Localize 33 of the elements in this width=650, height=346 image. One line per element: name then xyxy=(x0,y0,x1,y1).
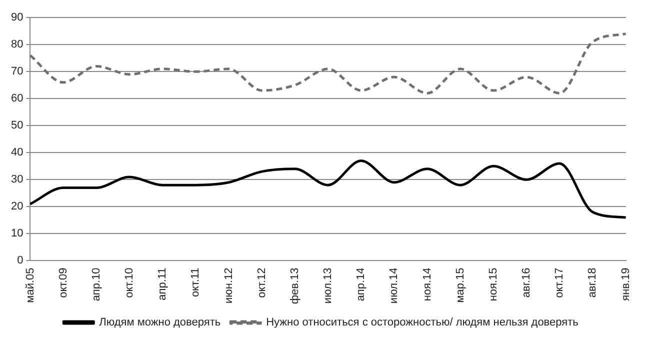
legend-label: Людям можно доверять xyxy=(99,316,221,329)
x-tick-label: окт.11 xyxy=(190,268,202,298)
x-tick-label: июл.13 xyxy=(322,268,334,304)
y-tick-label: 30 xyxy=(10,174,24,186)
y-tick-label: 10 xyxy=(10,228,24,240)
x-tick-label: июн.12 xyxy=(222,268,235,304)
y-tick-label: 0 xyxy=(17,254,24,267)
x-tick-label: апр.10 xyxy=(90,268,102,302)
x-tick-label: авг.16 xyxy=(520,268,533,298)
x-tick-label: июл.14 xyxy=(388,268,400,304)
x-tick-label: окт.09 xyxy=(57,268,70,298)
y-tick-label: 40 xyxy=(10,146,24,159)
x-tick-label: фев.13 xyxy=(288,268,301,304)
x-tick-label: окт.10 xyxy=(124,268,136,298)
x-tick-label: ноя.14 xyxy=(421,268,434,302)
y-tick-label: 20 xyxy=(10,200,24,213)
y-tick-label: 80 xyxy=(10,38,24,51)
x-tick-label: окт.17 xyxy=(554,268,566,298)
x-tick-label: апр.14 xyxy=(355,268,368,302)
line-series xyxy=(28,160,628,219)
x-tick-label: окт.12 xyxy=(256,268,268,298)
y-tick-label: 50 xyxy=(10,120,24,132)
y-tick-label: 60 xyxy=(10,92,24,105)
x-tick-label: мар.15 xyxy=(454,268,466,303)
x-tick-label: апр.11 xyxy=(156,268,169,300)
legend-label: Нужно относиться с осторожностью/ людям нельзя доверять xyxy=(266,316,579,329)
y-tick-label: 90 xyxy=(10,12,24,24)
x-tick-label: май.05 xyxy=(24,268,36,303)
y-tick-label: 70 xyxy=(10,66,24,78)
x-tick-label: ноя.15 xyxy=(487,268,500,302)
line-series xyxy=(28,32,628,94)
x-tick-label: авг.18 xyxy=(586,268,599,298)
x-tick-label: янв.19 xyxy=(620,268,632,301)
